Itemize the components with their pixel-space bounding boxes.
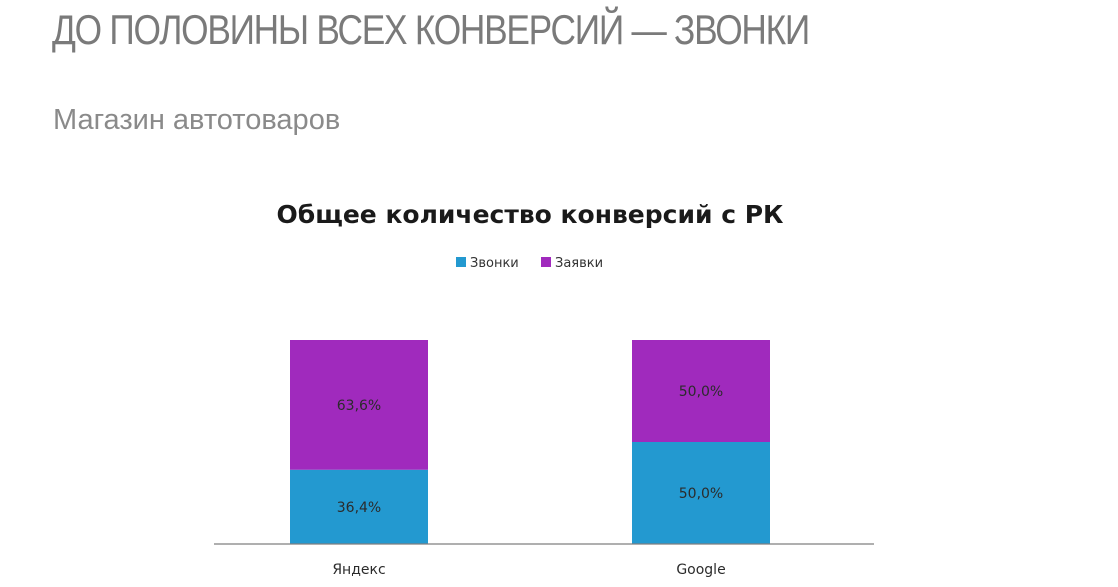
legend-label: Заявки <box>555 256 603 271</box>
data-label: 63,6% <box>337 398 381 414</box>
page-subtitle: Магазин автотоваров <box>53 104 341 136</box>
chart-title: Общее количество конверсий с РК <box>277 200 785 229</box>
data-label: 50,0% <box>679 384 723 400</box>
x-axis-ticks: Яндекс Google <box>332 562 725 578</box>
x-tick-label: Google <box>676 562 725 578</box>
chart-legend: Звонки Заявки <box>456 256 603 271</box>
data-label: 50,0% <box>679 486 723 502</box>
page-title: ДО ПОЛОВИНЫ ВСЕХ КОНВЕРСИЙ — ЗВОНКИ <box>52 6 810 53</box>
bar-requests-yandex <box>290 340 428 470</box>
x-tick-label: Яндекс <box>332 562 385 578</box>
data-label: 36,4% <box>337 500 381 516</box>
chart-bars: 36,4% 63,6% 50,0% 50,0% <box>290 340 770 544</box>
legend-label: Звонки <box>470 256 519 271</box>
legend-swatch <box>541 257 551 267</box>
bar-calls-google <box>632 442 770 544</box>
legend-swatch <box>456 257 466 267</box>
bar-calls-yandex <box>290 469 428 544</box>
bar-requests-google <box>632 340 770 442</box>
